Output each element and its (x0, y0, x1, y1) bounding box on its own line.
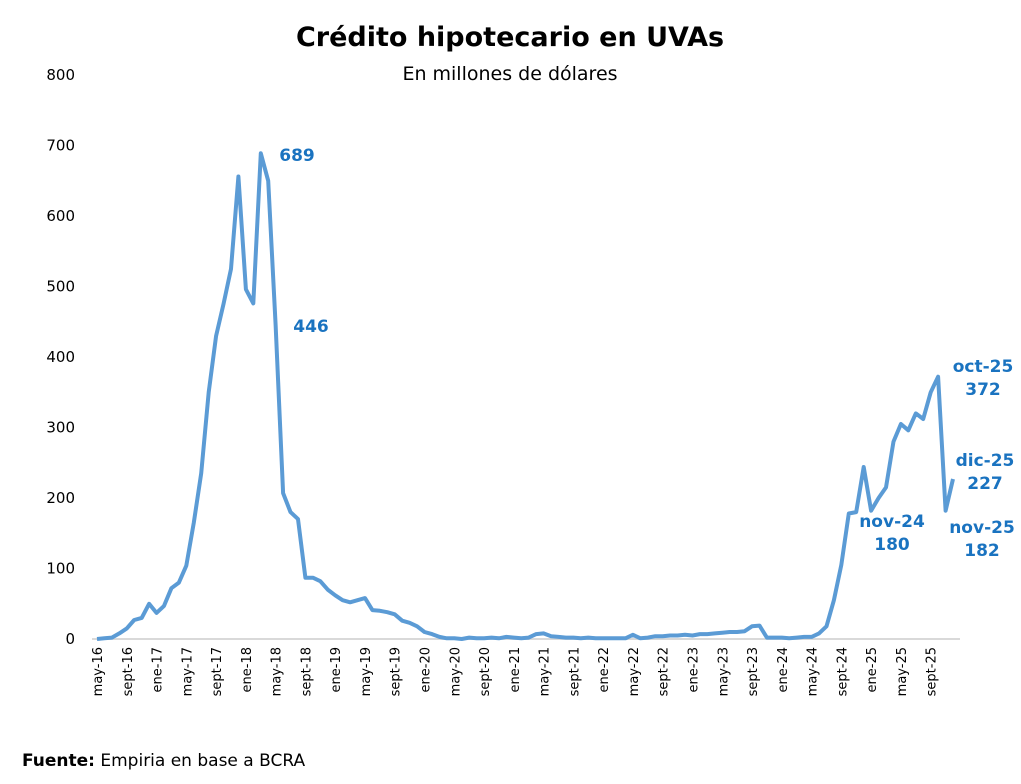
x-tick-label: sept-22 (657, 647, 672, 696)
x-tick-label: ene-17 (151, 647, 166, 692)
x-tick-label: ene-19 (329, 647, 344, 692)
y-tick-label: 100 (46, 560, 75, 578)
chart-title: Crédito hipotecario en UVAs (296, 22, 724, 53)
source-text: Empiria en base a BCRA (95, 751, 305, 771)
y-tick-label: 500 (46, 278, 75, 296)
x-tick-label: sept-21 (567, 647, 582, 696)
annotation-label: oct-25 (953, 357, 1014, 377)
x-tick-label: may-23 (716, 647, 731, 696)
x-tick-label: may-17 (180, 647, 195, 696)
x-tick-label: sept-17 (210, 647, 225, 696)
x-tick-label: sept-18 (299, 647, 314, 696)
x-tick-label: sept-24 (835, 647, 850, 696)
annotation-value: 446 (293, 317, 329, 337)
source-note: Fuente: Empiria en base a BCRA (22, 751, 305, 771)
x-tick-label: may-16 (91, 647, 106, 696)
x-tick-label: sept-20 (478, 647, 493, 696)
x-tick-label: sept-25 (925, 647, 940, 696)
y-tick-label: 600 (46, 207, 75, 225)
y-tick-label: 0 (65, 630, 75, 648)
annotation-value: 182 (964, 541, 1000, 561)
data-points (97, 153, 953, 639)
y-tick-label: 200 (46, 489, 75, 507)
x-axis: may-16 sept-16 ene-17 may-17 sept-17 ene-18 ma… (91, 647, 940, 696)
x-tick-label: ene-23 (686, 647, 701, 692)
y-tick-label: 400 (46, 348, 75, 366)
chart-subtitle: En millones de dólares (402, 63, 617, 85)
x-tick-label: may-20 (448, 647, 463, 696)
annotation-value: 227 (967, 474, 1003, 494)
x-tick-label: sept-23 (746, 647, 761, 696)
x-tick-label: may-21 (538, 647, 553, 696)
x-tick-label: may-25 (895, 647, 910, 696)
x-tick-label: sept-16 (121, 647, 136, 696)
y-tick-label: 700 (46, 137, 75, 155)
annotations: 689 446 nov-24 180 oct-25 372 nov-25 182 dic-25 2… (279, 146, 1015, 561)
annotation-value: 372 (965, 380, 1001, 400)
annotation-value: 180 (874, 535, 910, 555)
annotation-label: nov-24 (859, 512, 925, 532)
series-line (97, 153, 953, 639)
annotation-label: dic-25 (956, 451, 1015, 471)
y-tick-label: 800 (46, 66, 75, 84)
x-tick-label: ene-22 (597, 647, 612, 692)
x-tick-label: ene-24 (776, 647, 791, 692)
x-tick-label: may-18 (270, 647, 285, 696)
x-tick-label: ene-25 (865, 647, 880, 692)
x-tick-label: may-22 (627, 647, 642, 696)
x-tick-label: ene-21 (508, 647, 523, 692)
x-tick-label: may-19 (359, 647, 374, 696)
annotation-label: nov-25 (949, 518, 1015, 538)
x-tick-label: ene-18 (240, 647, 255, 692)
y-tick-label: 300 (46, 419, 75, 437)
annotation-value: 689 (279, 146, 315, 166)
x-tick-label: sept-19 (389, 647, 404, 696)
x-tick-label: may-24 (806, 647, 821, 696)
x-tick-label: ene-20 (419, 647, 434, 692)
y-axis: 0 100 200 300 400 500 600 700 800 (46, 66, 75, 648)
source-label: Fuente: (22, 751, 95, 771)
